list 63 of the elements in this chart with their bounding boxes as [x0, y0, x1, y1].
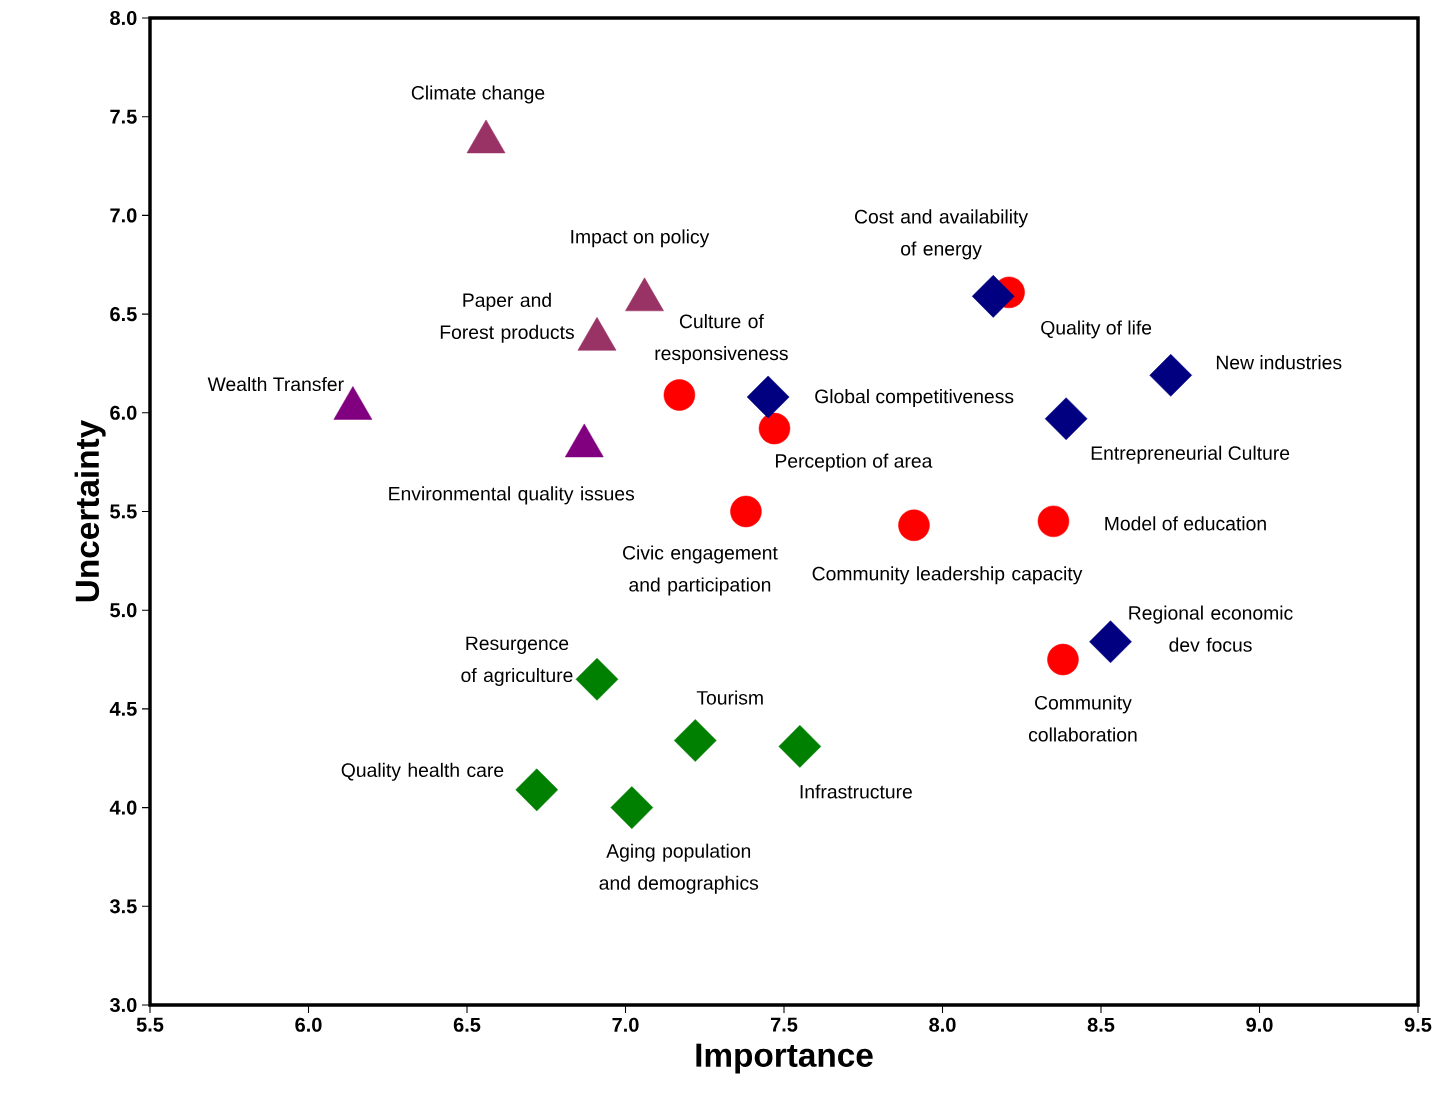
- point: [1149, 353, 1193, 397]
- annotation: Impact on policy: [571, 229, 710, 248]
- annotation: Cost and availability of energy: [855, 209, 1029, 260]
- y-tick-label: 7.0: [110, 208, 137, 223]
- y-tick-label: 4.5: [109, 701, 137, 716]
- point: [730, 495, 762, 528]
- x-tick-label: 7.0: [612, 1017, 639, 1032]
- annotation: Wealth Transfer: [207, 376, 344, 392]
- annotation: New industries: [1216, 355, 1342, 370]
- point: [625, 277, 664, 312]
- x-tick-label: 6.0: [295, 1017, 322, 1032]
- y-tick-label: 3.0: [109, 997, 137, 1013]
- x-tick-label: 6.5: [453, 1017, 481, 1032]
- annotation: Global competitiveness: [815, 389, 1014, 408]
- annotation: Perception of area: [776, 453, 933, 472]
- x-tick-label: 8.5: [1087, 1017, 1115, 1032]
- annotation: Model of education: [1105, 516, 1266, 531]
- annotation: Environmental quality issues: [389, 486, 635, 505]
- y-tick-label: 5.0: [110, 603, 137, 618]
- annotation: Climate change: [411, 85, 545, 104]
- point: [663, 379, 696, 411]
- point: [898, 509, 930, 542]
- y-tick-label: 6.5: [110, 307, 137, 322]
- x-tick-label: 7.5: [770, 1017, 798, 1032]
- annotation: Infrastructure: [800, 784, 912, 799]
- annotation: Culture of responsiveness: [655, 314, 788, 365]
- x-tick-label: 9.5: [1404, 1017, 1432, 1032]
- y-axis-title: Uncertainty: [74, 419, 106, 602]
- annotation: Aging population and demographics: [599, 843, 759, 894]
- point: [577, 317, 617, 351]
- point: [673, 719, 717, 762]
- point: [610, 786, 654, 829]
- x-axis-title: Importance: [696, 1043, 873, 1074]
- point: [515, 768, 559, 812]
- y-tick-label: 5.5: [110, 504, 137, 519]
- annotation: Paper and Forest products: [440, 292, 574, 343]
- point: [564, 423, 604, 458]
- point: [1047, 643, 1079, 676]
- annotation: Entrepreneurial Culture: [1091, 445, 1290, 464]
- y-tick-label: 3.5: [109, 899, 137, 914]
- y-tick-label: 8.0: [110, 10, 137, 26]
- x-tick-label: 9.0: [1246, 1017, 1273, 1032]
- point: [778, 725, 822, 768]
- y-tick-label: 6.0: [110, 405, 137, 420]
- annotation: Community collaboration: [1028, 695, 1137, 742]
- annotation: Resurgence of agriculture: [461, 636, 573, 686]
- annotation: Quality health care: [341, 762, 504, 781]
- annotation: Tourism: [696, 690, 763, 705]
- annotation: Civic engagement and participation: [623, 545, 778, 596]
- y-tick-label: 4.0: [109, 800, 137, 815]
- x-tick-label: 8.0: [929, 1017, 956, 1032]
- point: [1044, 397, 1088, 441]
- point: [466, 119, 506, 154]
- point: [971, 274, 1015, 318]
- point: [758, 412, 791, 445]
- point: [1037, 505, 1070, 538]
- x-tick-label: 5.5: [136, 1017, 164, 1032]
- point: [575, 657, 619, 701]
- point: [746, 375, 790, 419]
- annotation: Regional economic dev focus: [1129, 605, 1293, 652]
- annotation: Quality of life: [1041, 320, 1152, 339]
- y-tick-label: 7.5: [110, 109, 137, 124]
- annotation: Community leadership capacity: [812, 566, 1083, 585]
